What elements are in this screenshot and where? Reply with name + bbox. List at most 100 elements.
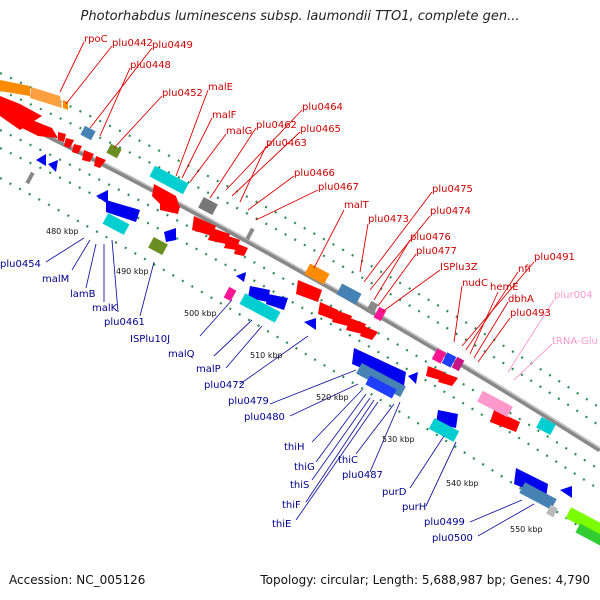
gene-label: thiF	[282, 500, 301, 511]
scale-tick: 480 kbp	[46, 227, 79, 236]
gene-block	[106, 143, 122, 159]
gene-label: plu0477	[416, 246, 457, 257]
gene-block	[198, 196, 218, 216]
gene-label: plu0475	[432, 184, 473, 195]
gene-block	[373, 306, 387, 322]
gene-block	[148, 236, 168, 256]
gene-label: plu0466	[294, 168, 335, 179]
gene-label: dbhA	[508, 294, 534, 305]
gene-label: purH	[402, 502, 426, 513]
gene-arrow	[346, 318, 366, 334]
scale-tick: 510 kbp	[250, 351, 283, 360]
gene-label: malF	[212, 110, 237, 121]
reverse-labels: plu0454 malM lamB malK plu0461 ISPlu10J …	[0, 259, 473, 544]
scale-tick: 520 kbp	[316, 393, 349, 402]
reverse-leaders	[45, 237, 535, 537]
gene-block	[365, 375, 397, 399]
gene-arrow	[152, 184, 180, 208]
gene-label: plu0449	[152, 40, 193, 51]
gene-label: plu0476	[410, 232, 451, 243]
reverse-genes	[25, 154, 600, 547]
gene-block	[546, 504, 558, 518]
accession-label: Accession: NC_005126	[9, 573, 146, 587]
gene-block	[536, 416, 556, 436]
gene-label: malE	[208, 82, 233, 93]
gene-arrow	[48, 160, 58, 172]
gene-label: malK	[92, 303, 118, 314]
gene-label: plu0493	[510, 308, 551, 319]
gene-label: malQ	[168, 349, 195, 360]
gene-arrow	[266, 294, 288, 310]
gene-arrow	[192, 216, 216, 236]
gene-label: thiG	[294, 462, 315, 473]
gene-label: malG	[226, 126, 252, 137]
gene-arrow	[96, 190, 108, 204]
gene-arrow	[36, 154, 46, 166]
gene-label: plu0448	[130, 60, 171, 71]
gene-block	[428, 418, 460, 442]
gene-arrow	[332, 310, 352, 326]
gene-block	[149, 165, 189, 195]
forward-leaders	[59, 41, 535, 363]
gene-block	[365, 300, 379, 316]
gene-label: plu0464	[302, 102, 343, 113]
scale-tick: 540 kbp	[446, 479, 479, 488]
gene-label: plu0474	[430, 206, 471, 217]
gene-label: plu0472	[204, 380, 245, 391]
gene-label: lamB	[70, 289, 96, 300]
gene-label: plu0454	[0, 259, 41, 270]
gene-block	[102, 213, 130, 235]
rna-labels: plur004 tRNA-Glu	[552, 290, 598, 347]
gene-arrow	[318, 302, 338, 320]
gene-label: plu0452	[162, 88, 203, 99]
gene-arrow	[164, 228, 176, 242]
gene-arrow	[22, 116, 58, 138]
gene-label: plu0461	[104, 317, 145, 328]
gene-label: plu0499	[424, 517, 465, 528]
gene-arrow	[0, 80, 30, 96]
gene-label: thiS	[290, 480, 309, 491]
gene-arrow	[94, 156, 106, 168]
gene-arrow	[352, 348, 406, 386]
gene-label: plu0487	[342, 470, 383, 481]
gene-arrow	[160, 198, 180, 214]
gene-arrow	[106, 200, 140, 222]
scale-ticks: 480 kbp 490 kbp 500 kbp 510 kbp 520 kbp …	[46, 227, 543, 534]
gene-arrow	[490, 410, 520, 432]
gene-label: plu0500	[432, 533, 473, 544]
gene-block	[223, 286, 237, 302]
gene-label: thiC	[338, 455, 358, 466]
gene-label: plu0480	[244, 412, 285, 423]
gene-label: plu0467	[318, 182, 359, 193]
gene-label: plu0442	[112, 38, 153, 49]
scale-tick: 490 kbp	[116, 267, 149, 276]
gene-block	[565, 507, 600, 537]
gene-arrow	[438, 372, 458, 386]
gene-arrow	[64, 138, 74, 148]
rna-label: tRNA-Glu	[552, 336, 598, 347]
gene-label: plu0463	[266, 138, 307, 149]
gene-block	[441, 352, 457, 368]
gene-arrow	[304, 318, 316, 330]
gene-arrow	[560, 486, 572, 498]
gene-arrow	[208, 228, 230, 244]
scale-tick: 500 kbp	[184, 309, 217, 318]
gene-arrow	[63, 100, 68, 110]
gene-arrow	[408, 372, 418, 384]
gene-label: thiH	[284, 442, 305, 453]
gene-block	[451, 356, 465, 372]
rna-genes	[477, 390, 513, 418]
gene-block	[519, 482, 557, 510]
gene-label: nudC	[462, 278, 488, 289]
forward-labels: rpoC plu0442 plu0449 plu0448 plu0452 mal…	[84, 34, 575, 319]
gene-label: purD	[382, 487, 407, 498]
gene-block	[80, 125, 96, 141]
gene-label: malP	[196, 364, 221, 375]
gene-arrow	[30, 87, 62, 108]
gene-label: plu0473	[368, 214, 409, 225]
scale-tick: 530 kbp	[382, 435, 415, 444]
gene-arrow	[224, 236, 240, 250]
gene-label: rpoC	[84, 34, 108, 45]
forward-genes	[0, 80, 556, 436]
